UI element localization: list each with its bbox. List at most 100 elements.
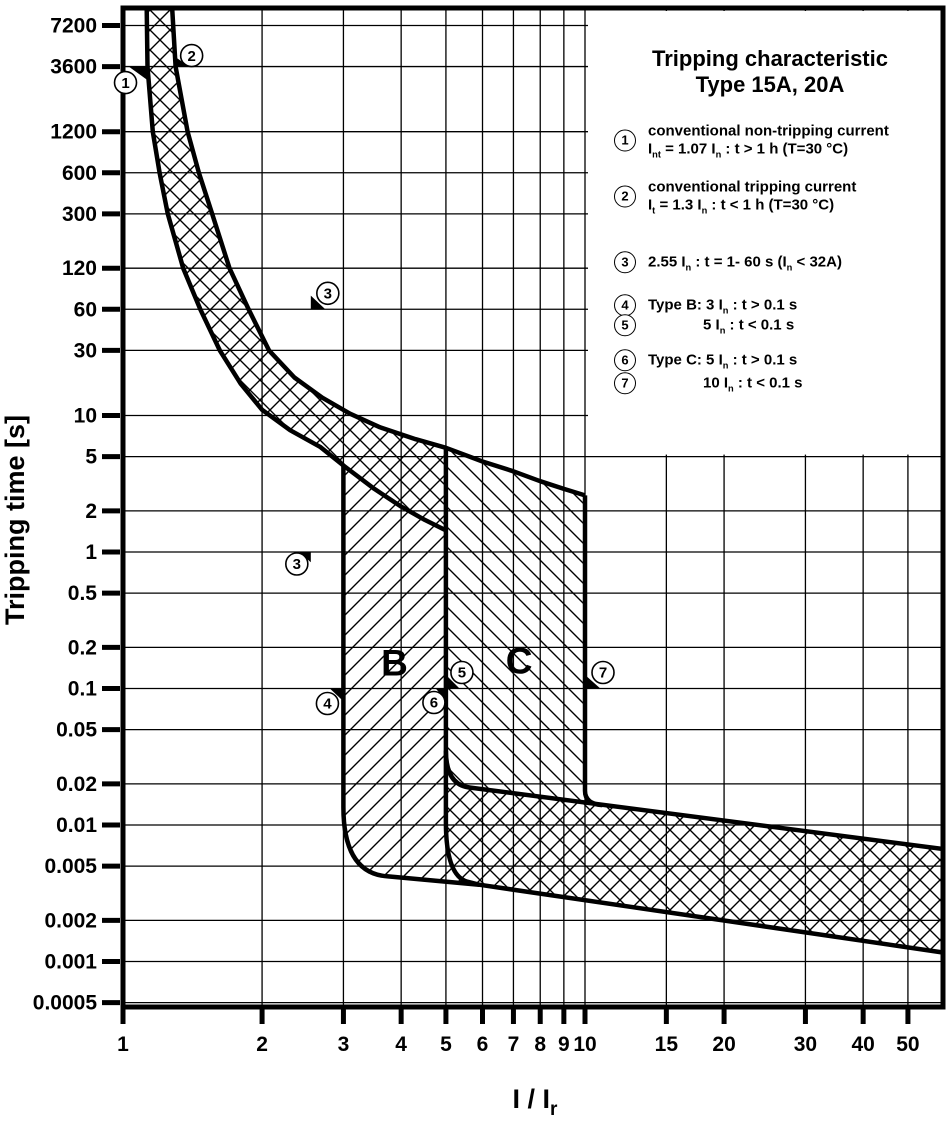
y-tick-label: 1200: [50, 121, 97, 144]
marker-7: 7: [585, 660, 615, 689]
marker-5: 5: [445, 660, 474, 689]
legend-number-badge: 6: [614, 349, 636, 371]
marker-number: 7: [599, 665, 607, 682]
y-tick-label: 60: [74, 298, 97, 321]
y-tick-label: 5: [85, 446, 97, 469]
legend-item-6: 6 Type C: 5 In : t > 0.1 s: [600, 349, 940, 371]
y-tick-label: 3600: [50, 56, 97, 79]
marker-2: 2: [175, 43, 204, 68]
legend-item-text: conventional tripping current It = 1.3 In…: [648, 178, 857, 215]
y-tick-label: 0.0005: [33, 992, 98, 1015]
curve-instantaneous-band-top: [443, 750, 945, 852]
x-tick-label: 8: [534, 1033, 546, 1056]
marker-number: 3: [324, 285, 332, 302]
marker-3: 3: [310, 281, 340, 310]
marker-4: 4: [315, 688, 344, 716]
chart-subtitle: Type 15A, 20A: [695, 72, 845, 97]
curve-conventional-tripping-limit: [169, 8, 586, 498]
legend-number-badge: 4: [614, 294, 636, 316]
y-tick-label: 0.01: [56, 814, 97, 837]
legend-number-badge: 1: [614, 129, 636, 151]
marker-circle: [591, 660, 615, 685]
x-tick-label: 15: [655, 1033, 679, 1056]
y-tick-label: 30: [74, 339, 97, 362]
y-tick-label: 0.5: [68, 582, 98, 605]
marker-circle: [113, 70, 138, 95]
x-tick-label: 1: [117, 1033, 129, 1056]
x-tick-label: 5: [440, 1033, 452, 1056]
y-tick-label: 0.2: [68, 636, 97, 659]
legend-item-text: 5 In : t < 0.1 s: [703, 316, 795, 336]
region-type-c-band: [445, 447, 603, 806]
legend-item-1: 1 conventional non-tripping current Int = …: [600, 123, 940, 159]
x-tick-label: 4: [395, 1033, 407, 1056]
legend-item-7: 7 10 In : t < 0.1 s: [600, 372, 940, 394]
axis-ticks: [102, 22, 911, 1024]
x-tick-label: 30: [794, 1033, 817, 1056]
y-tick-label: 0.002: [44, 909, 97, 932]
x-tick-label: 7: [508, 1033, 520, 1056]
marker-circle: [316, 281, 340, 306]
y-tick-label: 0.005: [44, 855, 97, 878]
marker-circle: [285, 552, 309, 576]
marker-1: 1: [113, 66, 148, 95]
legend-number-badge: 5: [614, 314, 636, 336]
y-tick-label: 600: [62, 162, 97, 185]
marker-circle: [422, 690, 446, 715]
y-tick-label: 7200: [50, 14, 97, 37]
y-tick-label: 2: [85, 500, 97, 523]
y-tick-label: 300: [62, 203, 97, 226]
y-axis-title: Tripping time [s]: [0, 415, 30, 625]
legend-item-5: 5 5 In : t < 0.1 s: [600, 314, 940, 336]
legend-number-badge: 3: [614, 251, 636, 273]
x-tick-label: 40: [851, 1033, 874, 1056]
marker-wedge-icon: [445, 674, 460, 689]
x-tick-label: 20: [712, 1033, 735, 1056]
marker-circle: [315, 691, 340, 716]
chart-title: Tripping characteristic: [652, 46, 888, 71]
legend-item-3: 3 2.55 In : t = 1- 60 s (In < 32A): [600, 251, 940, 273]
x-tick-label: 50: [896, 1033, 919, 1056]
region-thermal-band: [146, 8, 446, 531]
curve-type-b-upper-limit-5In: [443, 447, 480, 887]
x-tick-label: 3: [338, 1033, 350, 1056]
x-tick-label: 2: [256, 1033, 268, 1056]
legend-item-text: Type B: 3 In : t > 0.1 s: [648, 296, 798, 316]
y-tick-label: 1: [85, 541, 97, 564]
marker-wedge-icon: [329, 688, 344, 702]
marker-number: 1: [121, 75, 129, 92]
region-label-C: C: [506, 641, 533, 682]
y-tick-label: 10: [74, 405, 97, 428]
region-label-B: B: [381, 643, 408, 684]
legend-number-badge: 7: [614, 372, 636, 394]
marker-wedge-icon: [128, 66, 148, 81]
marker-circle: [179, 43, 204, 68]
marker-6: 6: [422, 688, 446, 715]
x-tick-label: 10: [573, 1033, 596, 1056]
marker-3: 3: [285, 552, 311, 576]
plot-border: [120, 5, 946, 1010]
curve-type-b-lower-limit-3In: [341, 465, 945, 956]
legend-item-text: 2.55 In : t = 1- 60 s (In < 32A): [648, 253, 842, 273]
legend-panel: [588, 11, 943, 455]
marker-wedge-icon: [310, 295, 326, 310]
y-tick-label: 0.02: [56, 773, 97, 796]
curve-type-c-upper-limit-10In: [582, 495, 603, 808]
x-tick-label: 6: [477, 1033, 489, 1056]
x-axis-title: I / Ir: [513, 1084, 559, 1120]
marker-number: 6: [430, 695, 438, 712]
y-tick-label: 0.1: [68, 678, 98, 701]
x-tick-label: 9: [558, 1033, 570, 1056]
marker-circle: [450, 660, 474, 685]
marker-number: 2: [187, 48, 195, 65]
legend-items: 1 conventional non-tripping current Int = …: [600, 46, 940, 446]
axis-tick-labels: 7200360012006003001206030105210.50.20.10…: [33, 14, 920, 1056]
legend-item-text: Type C: 5 In : t > 0.1 s: [648, 351, 798, 371]
y-tick-label: 120: [62, 257, 97, 280]
legend-item-text: 10 In : t < 0.1 s: [703, 374, 803, 394]
y-tick-label: 0.05: [56, 719, 97, 742]
marker-wedge-icon: [175, 57, 190, 67]
